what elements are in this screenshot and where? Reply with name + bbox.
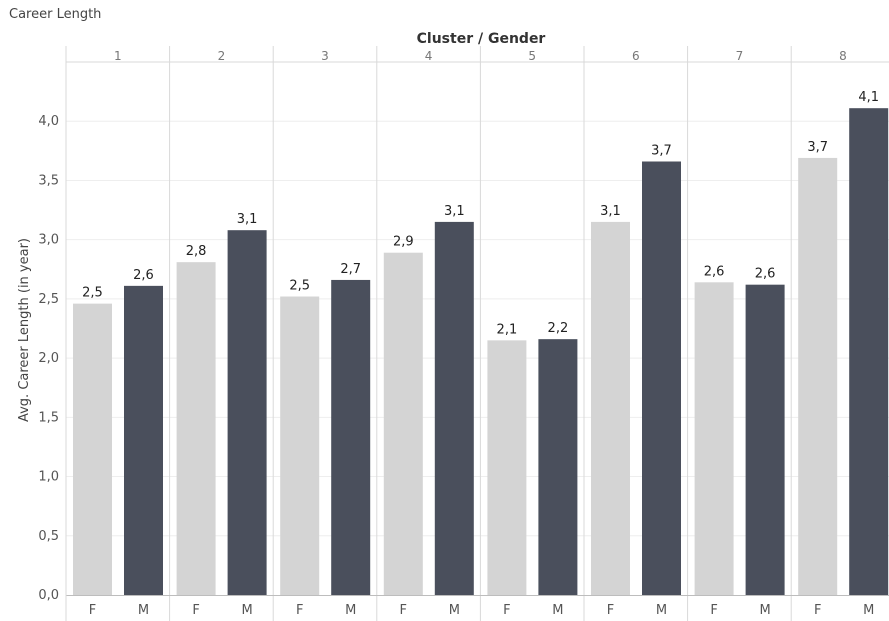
- y-tick-label: 2,0: [38, 351, 59, 366]
- y-tick-label: 0,5: [38, 529, 59, 544]
- data-label: 3,7: [651, 143, 672, 158]
- x-tick-label: F: [710, 603, 717, 618]
- x-tick-label: M: [552, 603, 563, 618]
- axes: 0,0 0,5 1,0 1,5 2,0 2,5 3,0 3,5 4,0 1 F M 2 F M 3 F M 4 F M 5…: [38, 46, 889, 621]
- x-tick-label: M: [656, 603, 667, 618]
- data-label: 2,6: [755, 267, 776, 282]
- y-tick-label: 0,0: [38, 588, 59, 603]
- bar-4-M: [434, 221, 474, 595]
- bar-2-F: [176, 262, 216, 595]
- x-tick-label: M: [345, 603, 356, 618]
- data-label: 2,8: [186, 244, 207, 259]
- bar-8-M: [849, 108, 889, 596]
- bar-8-F: [798, 157, 838, 595]
- bar-3-F: [280, 296, 320, 595]
- pane-dividers: [66, 46, 889, 621]
- x-tick-label: M: [863, 603, 874, 618]
- data-label: 2,5: [82, 286, 103, 301]
- data-label: 2,6: [133, 268, 154, 283]
- x-tick-label: F: [192, 603, 199, 618]
- column-header: Cluster / Gender: [417, 31, 546, 47]
- sheet-title: Career Length: [9, 7, 102, 22]
- y-tick-label: 3,0: [38, 233, 59, 248]
- data-label: 3,1: [600, 204, 621, 219]
- data-label: 3,1: [237, 212, 258, 227]
- cluster-header: 7: [736, 49, 744, 63]
- bar-7-M: [745, 284, 785, 595]
- data-label: 2,6: [704, 264, 725, 279]
- cluster-header: 5: [528, 49, 536, 63]
- bar-2-M: [227, 230, 267, 596]
- x-tick-label: M: [449, 603, 460, 618]
- bar-5-M: [538, 339, 578, 595]
- data-label: 3,7: [807, 140, 828, 155]
- y-tick-label: 4,0: [38, 114, 59, 129]
- bar-6-M: [642, 161, 681, 595]
- data-label: 3,1: [444, 204, 465, 219]
- bar-3-M: [331, 279, 371, 595]
- bar-6-F: [591, 221, 630, 595]
- x-tick-label: M: [759, 603, 770, 618]
- y-tick-label: 1,0: [38, 470, 59, 485]
- data-label: 2,5: [289, 279, 310, 294]
- cluster-header: 1: [114, 49, 122, 63]
- y-tick-label: 3,5: [38, 173, 59, 188]
- x-tick-label: F: [296, 603, 303, 618]
- x-tick-label: F: [89, 603, 96, 618]
- x-tick-label: F: [814, 603, 821, 618]
- x-tick-label: M: [138, 603, 149, 618]
- bar-4-F: [383, 252, 423, 595]
- data-label: 2,1: [497, 322, 518, 337]
- y-tick-label: 2,5: [38, 292, 59, 307]
- x-tick-label: M: [241, 603, 252, 618]
- cluster-header: 4: [425, 49, 433, 63]
- x-tick-label: F: [503, 603, 510, 618]
- cluster-header: 2: [218, 49, 226, 63]
- cluster-header: 3: [321, 49, 329, 63]
- bar-7-F: [694, 282, 734, 595]
- x-tick-label: F: [400, 603, 407, 618]
- bar-1-M: [124, 285, 163, 595]
- x-tick-label: F: [607, 603, 614, 618]
- y-axis-title: Avg. Career Length (in year): [17, 238, 32, 422]
- bar-5-F: [487, 340, 527, 595]
- cluster-header: 6: [632, 49, 640, 63]
- data-label: 2,7: [340, 262, 361, 277]
- data-label: 2,2: [548, 321, 569, 336]
- data-label: 2,9: [393, 235, 414, 250]
- bar-1-F: [73, 303, 112, 595]
- cluster-header: 8: [839, 49, 847, 63]
- y-tick-label: 1,5: [38, 410, 59, 425]
- bars: [73, 108, 889, 596]
- data-labels: 2,5 2,6 2,8 3,1 2,5 2,7 2,9 3,1 2,1 2,2 3,1 3,7 2,6 2…: [82, 90, 879, 337]
- data-label: 4,1: [858, 90, 879, 105]
